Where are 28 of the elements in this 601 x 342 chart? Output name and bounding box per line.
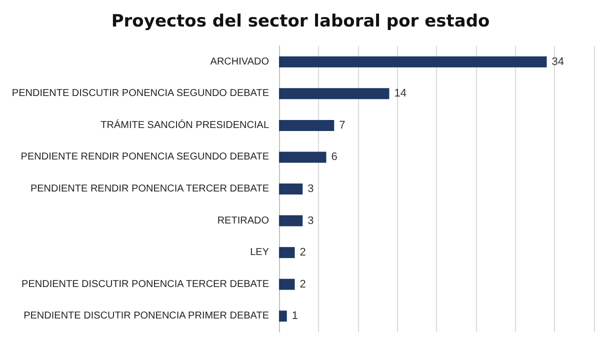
data-label: 3 — [308, 183, 314, 195]
data-label: 7 — [339, 119, 346, 132]
chart-title: Proyectos del sector laboral por estado — [111, 12, 490, 32]
bar — [279, 56, 547, 68]
y-tick-label: PENDIENTE DISCUTIR PONENCIA TERCER DEBATE — [22, 278, 270, 290]
y-tick-label: PENDIENTE RENDIR PONENCIA TERCER DEBATE — [30, 184, 270, 194]
y-tick-label: LEY — [250, 247, 270, 258]
bar — [279, 120, 334, 131]
data-label: 2 — [300, 278, 306, 290]
y-tick-label: PENDIENTE DISCUTIR PONENCIA SEGUNDO DEBATE — [12, 88, 270, 100]
data-label: 6 — [331, 151, 338, 164]
bar — [279, 152, 326, 163]
bar — [279, 215, 303, 226]
bar — [279, 88, 390, 100]
data-label: 14 — [394, 88, 406, 100]
data-label: 1 — [292, 310, 298, 322]
bar — [279, 184, 303, 194]
data-label: 34 — [552, 56, 564, 68]
bar — [279, 310, 287, 322]
bar — [279, 278, 295, 290]
y-tick-label: PENDIENTE RENDIR PONENCIA SEGUNDO DEBATE — [20, 152, 270, 163]
y-tick-label: TRÁMITE SANCIÓN PRESIDENCIAL — [100, 118, 270, 131]
data-label: 2 — [300, 246, 306, 259]
data-label: 3 — [308, 214, 314, 227]
y-tick-label: RETIRADO — [217, 215, 270, 226]
y-tick-label: ARCHIVADO — [210, 56, 270, 68]
y-tick-label: PENDIENTE DISCUTIR PONENCIA PRIMER DEBATE — [24, 310, 270, 322]
bar — [279, 247, 295, 258]
